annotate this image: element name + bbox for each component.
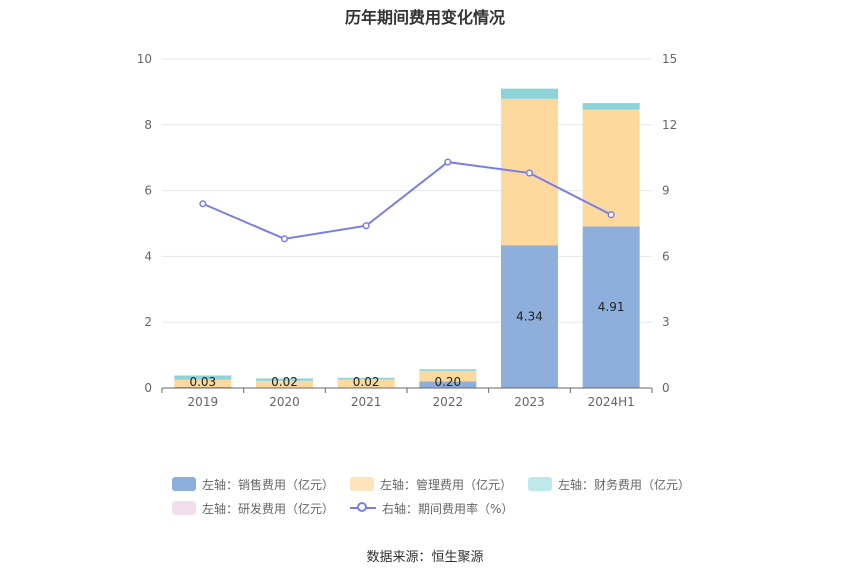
legend-swatch xyxy=(172,501,196,515)
bar-segment xyxy=(582,109,640,227)
left-axis-ticks: 0 2 4 6 8 10 xyxy=(137,52,152,395)
legend-label: 左轴：财务费用（亿元） xyxy=(558,477,691,492)
x-tick-label: 2023 xyxy=(514,395,545,409)
bar-segment xyxy=(419,370,477,382)
legend-swatch xyxy=(350,477,375,491)
right-axis-ticks: 0 3 6 9 12 15 xyxy=(662,52,677,395)
line-point xyxy=(444,158,452,166)
chart-plot: 0 2 4 6 8 10 0 3 6 9 12 15 2019 2020 2021 2022 2023 202… xyxy=(137,52,678,409)
x-tick-label: 2020 xyxy=(269,395,300,409)
line-point xyxy=(525,169,534,177)
chart-title: 历年期间费用变化情况 xyxy=(344,8,505,27)
left-tick-label: 10 xyxy=(137,52,152,66)
line-point xyxy=(199,200,207,208)
legend-line-marker-icon xyxy=(350,501,377,515)
bar-segment xyxy=(337,377,395,380)
right-tick-label: 15 xyxy=(662,52,677,66)
bar-segment xyxy=(582,103,640,110)
right-tick-label: 0 xyxy=(662,381,670,395)
bar-segment xyxy=(337,379,395,388)
right-tick-label: 9 xyxy=(662,184,670,198)
line-point xyxy=(607,211,615,219)
left-tick-label: 0 xyxy=(144,381,152,395)
left-tick-label: 4 xyxy=(144,249,152,263)
bar-segment xyxy=(419,369,477,371)
legend-label: 左轴：销售费用（亿元） xyxy=(202,477,335,492)
x-tick-label: 2021 xyxy=(351,395,382,409)
x-tick-label: 2022 xyxy=(433,395,464,409)
legend-swatch xyxy=(528,477,553,491)
bar-value-label: 0.02 xyxy=(271,375,298,389)
right-tick-label: 3 xyxy=(662,315,670,329)
legend-label: 左轴：研发费用（亿元） xyxy=(202,501,335,516)
bar-value-label: 4.34 xyxy=(516,310,543,324)
right-tick-label: 6 xyxy=(662,249,670,263)
data-source: 数据来源：恒生聚源 xyxy=(366,550,484,565)
legend-label: 右轴：期间费用率（%） xyxy=(382,501,514,516)
bar-segment xyxy=(256,380,313,388)
legend-item-admin[interactable]: 左轴：管理费用（亿元） xyxy=(350,476,512,493)
legend-item-sales[interactable]: 左轴：销售费用（亿元） xyxy=(172,476,334,493)
legend-item-expense-ratio[interactable]: 右轴：期间费用率（%） xyxy=(350,500,513,517)
bar-segment xyxy=(174,375,232,380)
bar-labels: 0.03 0.02 0.02 0.20 4.34 4.91 xyxy=(189,300,624,389)
line-point xyxy=(362,222,370,230)
line-point xyxy=(280,235,289,243)
x-tick-label: 2024H1 xyxy=(588,395,635,409)
bar-segment xyxy=(419,381,477,388)
legend-item-finance[interactable]: 左轴：财务费用（亿元） xyxy=(528,476,690,493)
bar-segment xyxy=(174,379,232,388)
x-tick-label: 2019 xyxy=(188,395,219,409)
legend-swatch xyxy=(172,477,196,491)
expense-ratio-line xyxy=(202,161,612,240)
line-series xyxy=(199,158,615,243)
legend-item-rnd[interactable]: 左轴：研发费用（亿元） xyxy=(172,500,334,517)
legend: 左轴：销售费用（亿元） 左轴：管理费用（亿元） 左轴：财务费用（亿元） 左轴：研… xyxy=(172,472,732,520)
left-tick-label: 6 xyxy=(144,184,152,198)
bar-value-label: 0.03 xyxy=(189,375,216,389)
bar-value-label: 4.91 xyxy=(598,300,625,314)
bar-segment xyxy=(501,245,558,388)
x-axis: 2019 2020 2021 2022 2023 2024H1 xyxy=(161,387,653,409)
left-tick-label: 8 xyxy=(144,118,152,132)
grid-lines xyxy=(162,58,652,323)
right-tick-label: 12 xyxy=(662,118,677,132)
bar-series xyxy=(174,88,640,388)
bar-segment xyxy=(582,226,640,388)
bar-segment xyxy=(256,378,313,381)
left-tick-label: 2 xyxy=(144,315,152,329)
legend-label: 左轴：管理费用（亿元） xyxy=(380,477,513,492)
bar-value-label: 0.20 xyxy=(434,375,461,389)
bar-value-label: 0.02 xyxy=(353,375,380,389)
bar-segment xyxy=(501,88,558,99)
